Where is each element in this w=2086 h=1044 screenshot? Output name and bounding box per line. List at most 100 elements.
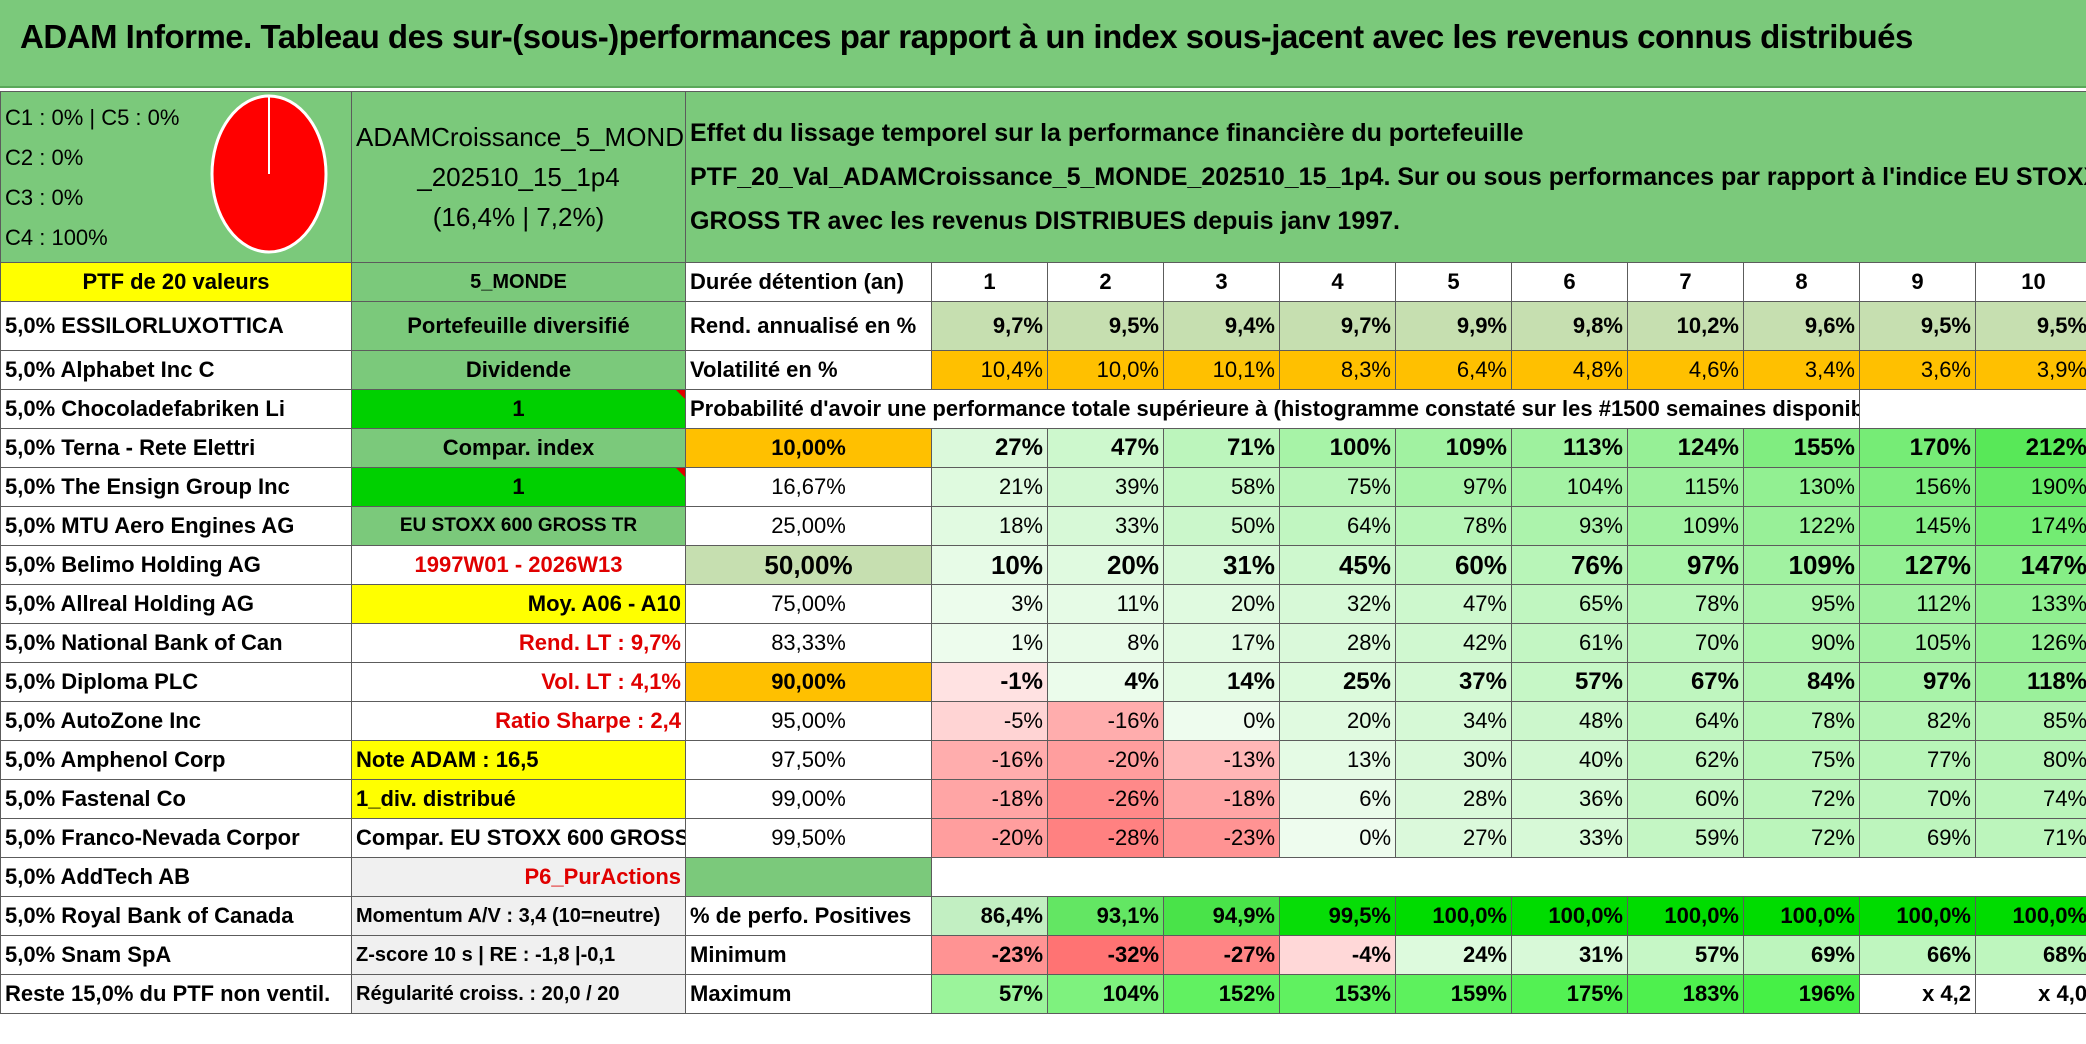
probability-value: 70% [1859,779,1976,819]
probability-value: 72% [1743,779,1860,819]
probability-value: 58% [1163,467,1280,507]
vol-value: 8,3% [1279,350,1396,390]
maximum-value: x 4,2 [1859,974,1976,1014]
minimum-value: -23% [931,935,1048,975]
positive-label: % de perfo. Positives [685,896,932,936]
probability-value: 118% [1974,662,2086,702]
vol-value: 6,4% [1395,350,1512,390]
probability-value: 104% [1511,467,1628,507]
probability-value: -16% [931,740,1048,780]
probability-value: 34% [1395,701,1512,741]
compar-value: 1 [351,467,686,507]
legend-line-3: C3 : 0% [5,185,84,210]
probability-value: 109% [1743,545,1860,585]
vol-value: 10,0% [1047,350,1164,390]
holding-row: 5,0% Fastenal Co [0,779,352,819]
positive-value: 100,0% [1859,896,1976,936]
probability-value: -20% [1047,740,1164,780]
probability-value: 75% [1279,467,1396,507]
positive-value: 100,0% [1974,896,2086,936]
allocation-pie-chart [210,94,328,254]
minimum-value: 69% [1743,935,1860,975]
probability-value: 170% [1859,428,1976,468]
description-line-3: GROSS TR avec les revenus DISTRIBUES dep… [690,207,1400,235]
probability-value: 95% [1743,584,1860,624]
holding-row: 5,0% Franco-Nevada Corpor [0,818,352,858]
probability-value: 124% [1627,428,1744,468]
probability-value: 113% [1511,428,1628,468]
description-cell: Effet du lissage temporel sur la perform… [684,91,2086,263]
probability-value: -28% [1047,818,1164,858]
maximum-label: Maximum [685,974,932,1014]
probability-value: 18% [931,506,1048,546]
probability-value: 3% [931,584,1048,624]
comment-marker [676,468,685,477]
probability-title: Probabilité d'avoir une performance tota… [685,389,1860,429]
probability-value: 77% [1859,740,1976,780]
year-6: 6 [1511,262,1628,302]
maximum-value: x 4,0 [1974,974,2086,1014]
probability-value: 72% [1743,818,1860,858]
legend-line-4: C4 : 100% [5,225,108,250]
year-10: 10 [1974,262,2086,302]
rend-value: 9,5% [1859,301,1976,351]
minimum-value: 24% [1395,935,1512,975]
probability-value: 97% [1859,662,1976,702]
probability-value: 60% [1395,545,1512,585]
probability-value: 47% [1395,584,1512,624]
probability-value: 71% [1974,818,2086,858]
probability-value: 74% [1974,779,2086,819]
portfolio-stats: (16,4% | 7,2%) [432,202,605,232]
vol-lt: Vol. LT : 4,1% [351,662,686,702]
probability-value: -13% [1163,740,1280,780]
probability-value: 97% [1395,467,1512,507]
probability-threshold: 10,00% [685,428,932,468]
holding-row: 5,0% Alphabet Inc C [0,350,352,390]
holding-row: 5,0% AutoZone Inc [0,701,352,741]
rend-value: 9,8% [1511,301,1628,351]
positive-value: 99,5% [1279,896,1396,936]
probability-value: 115% [1627,467,1744,507]
probability-value: 65% [1511,584,1628,624]
holding-row: 5,0% Diploma PLC [0,662,352,702]
holding-row: 5,0% Allreal Holding AG [0,584,352,624]
positive-value: 93,1% [1047,896,1164,936]
holding-row: 5,0% MTU Aero Engines AG [0,506,352,546]
period: 1997W01 - 2026W13 [351,545,686,585]
probability-value: 90% [1743,623,1860,663]
probability-value: 8% [1047,623,1164,663]
probability-value: 0% [1279,818,1396,858]
probability-value: 76% [1511,545,1628,585]
probability-value: 67% [1627,662,1744,702]
positive-value: 100,0% [1627,896,1744,936]
probability-value: 61% [1511,623,1628,663]
probability-value: 155% [1743,428,1860,468]
holding-row: 5,0% National Bank of Can [0,623,352,663]
rend-value: 9,9% [1395,301,1512,351]
probability-value: 71% [1163,428,1280,468]
probability-value: 59% [1627,818,1744,858]
probability-value: 33% [1511,818,1628,858]
probability-value: 82% [1859,701,1976,741]
probability-value: 122% [1743,506,1860,546]
allocation-legend: C1 : 0% | C5 : 0% C2 : 0% C3 : 0% C4 : 1… [0,91,352,263]
holding-row: 5,0% AddTech AB [0,857,352,897]
probability-threshold: 95,00% [685,701,932,741]
probability-value: -20% [931,818,1048,858]
legend-line-1: C1 : 0% | C5 : 0% [5,105,180,130]
probability-value: 39% [1047,467,1164,507]
year-8: 8 [1743,262,1860,302]
vol-value: 3,4% [1743,350,1860,390]
probability-value: -18% [1163,779,1280,819]
performance-table: C1 : 0% | C5 : 0% C2 : 0% C3 : 0% C4 : 1… [0,91,2086,1014]
positive-value: 86,4% [931,896,1048,936]
probability-value: 48% [1511,701,1628,741]
rend-value: 9,5% [1047,301,1164,351]
probability-value: 127% [1859,545,1976,585]
probability-value: 84% [1743,662,1860,702]
positive-value: 100,0% [1743,896,1860,936]
probability-value: 17% [1163,623,1280,663]
probability-value: 6% [1279,779,1396,819]
year-1: 1 [931,262,1048,302]
minimum-value: -4% [1279,935,1396,975]
